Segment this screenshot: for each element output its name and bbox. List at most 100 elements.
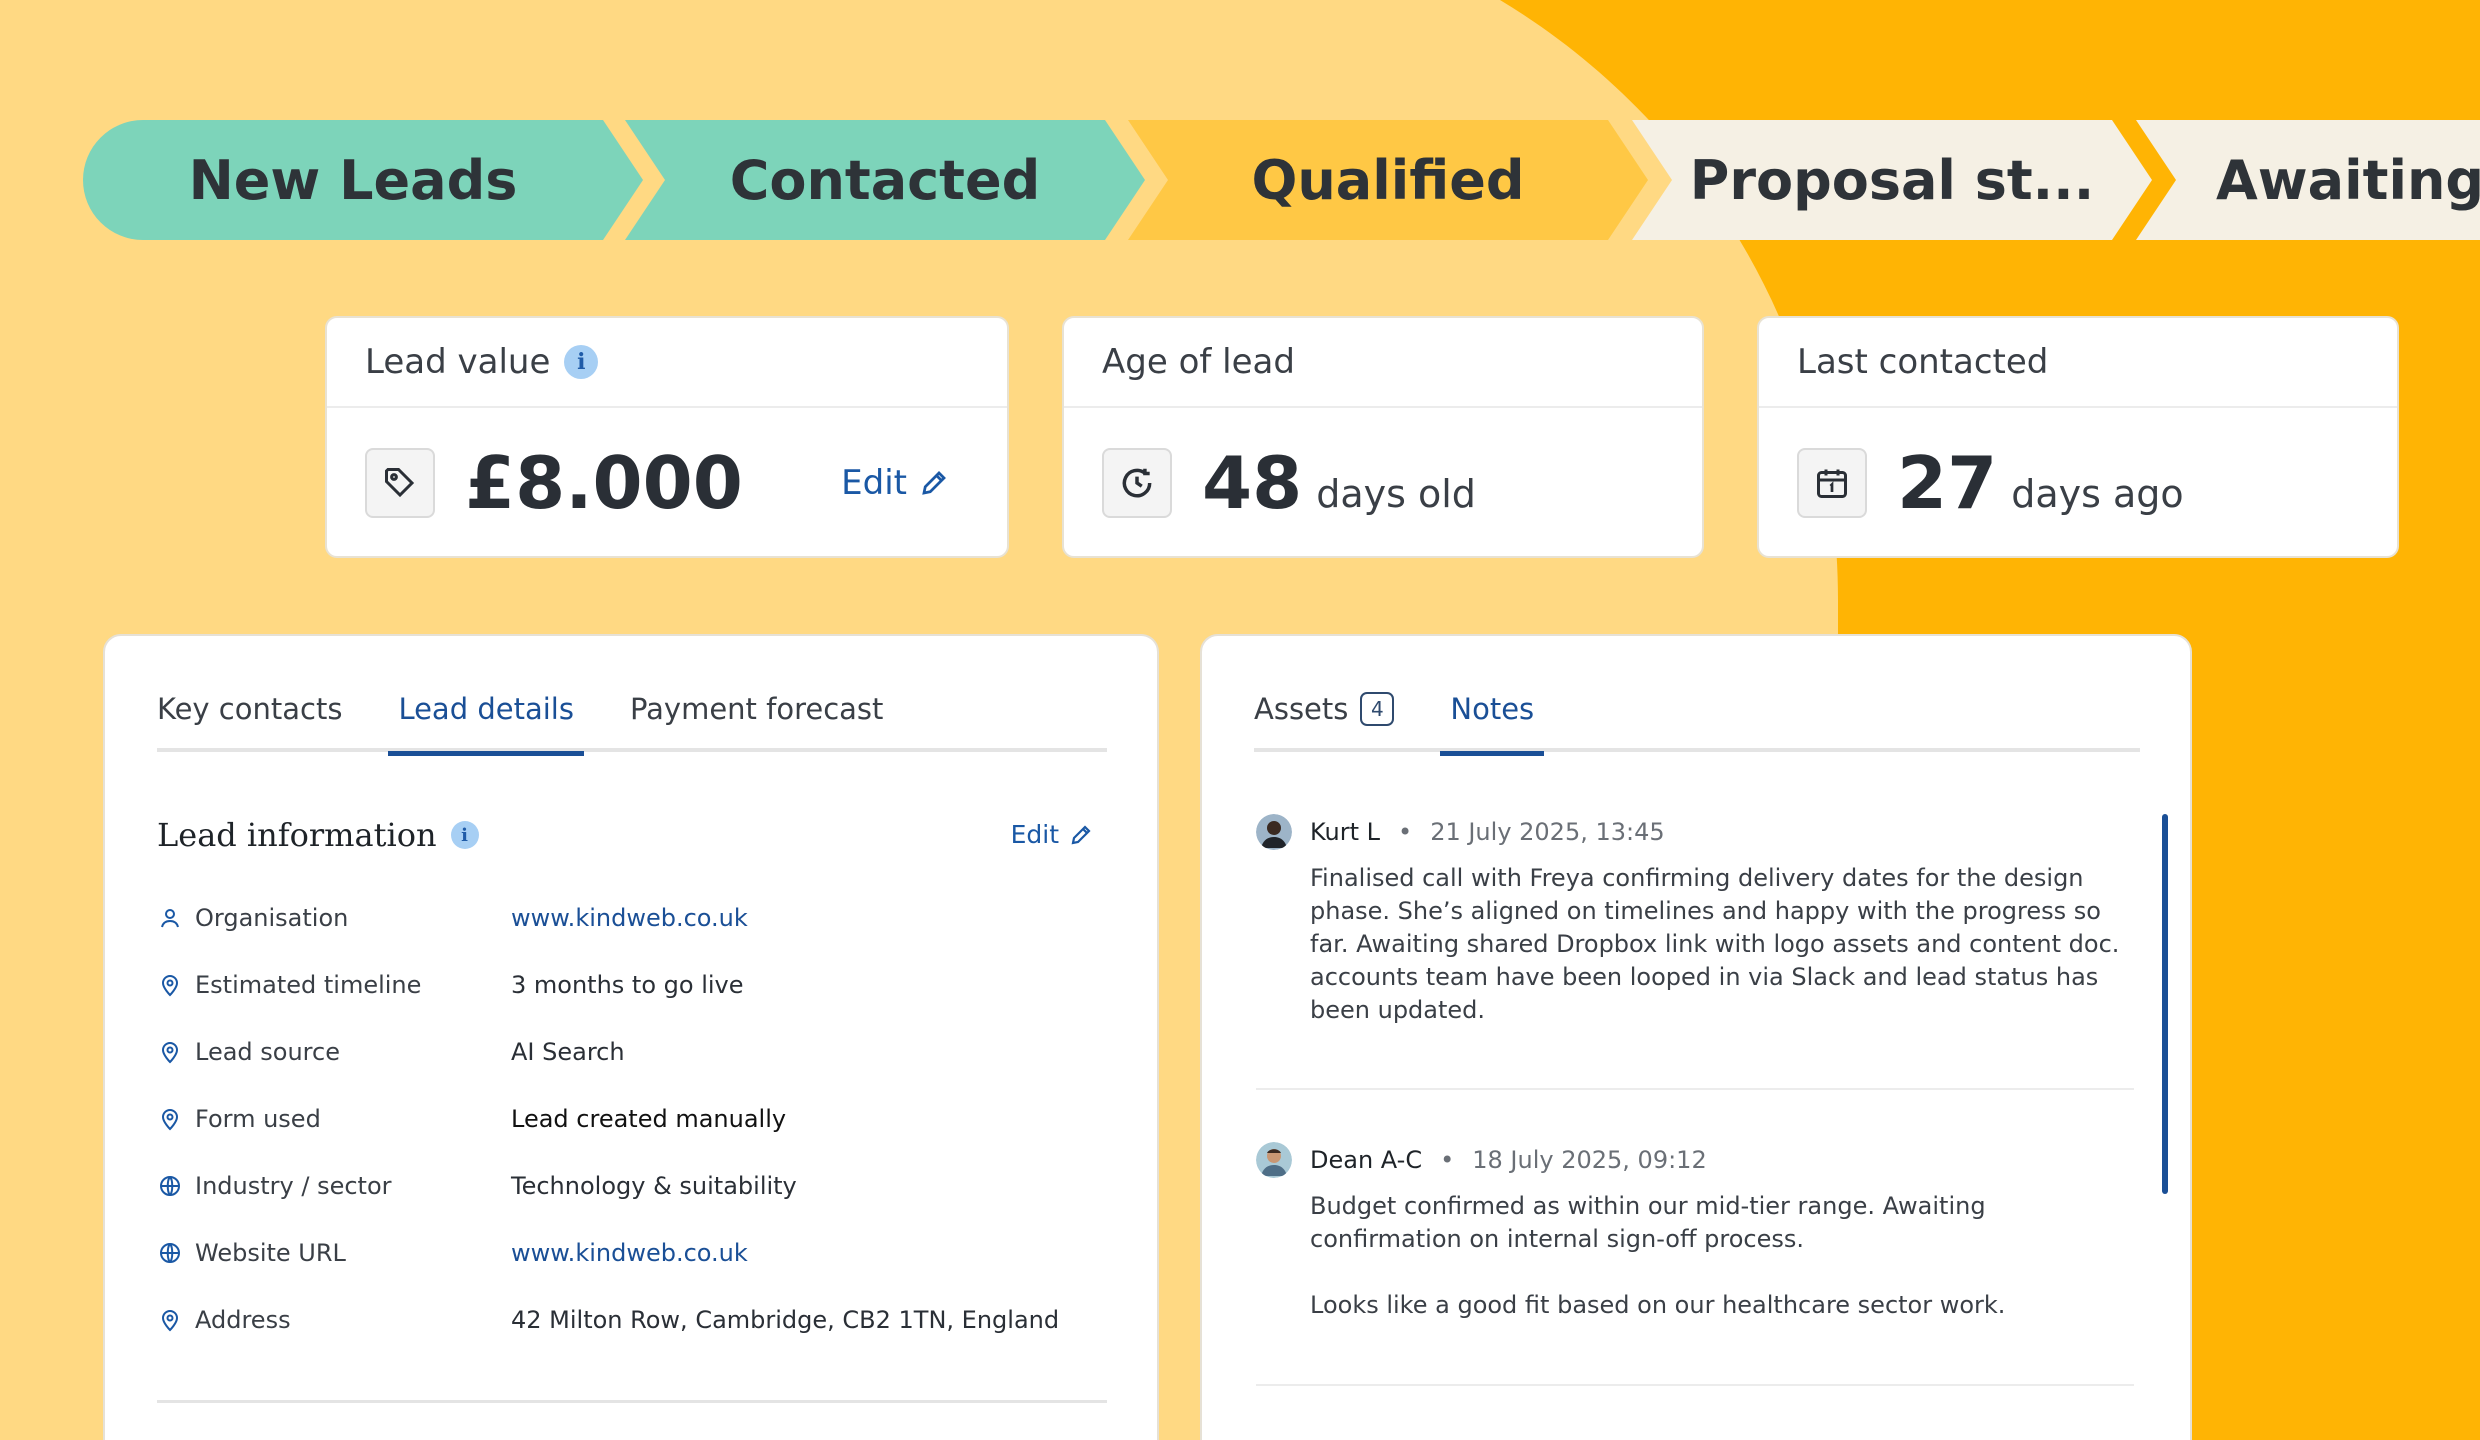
notes-scrollbar[interactable] [2162,814,2168,1194]
avatar [1256,1142,1292,1178]
calendar-icon [1797,448,1867,518]
stage-label: Awaiting c [2216,148,2480,212]
note-timestamp: 21 July 2025, 13:45 [1430,818,1665,846]
last-contacted-card: Last contacted 27 days ago [1757,316,2399,558]
note-divider [1256,1088,2134,1090]
tag-icon [365,448,435,518]
dot-separator: • [1440,1146,1455,1174]
clock-refresh-icon [1102,448,1172,518]
field-value-link[interactable]: www.kindweb.co.uk [511,1239,748,1267]
field-value: Technology & suitability [511,1172,797,1200]
field-form-used: Form used Lead created manually [157,1099,786,1139]
card-label: Last contacted [1797,342,2049,382]
info-icon[interactable]: i [450,821,479,849]
tab-lead-details[interactable]: Lead details [388,682,584,756]
field-label: Industry / sector [195,1172,392,1200]
note-item: Dean A-C • 18 July 2025, 09:12 Budget co… [1256,1140,2140,1322]
last-contacted-value: 27 [1897,441,1998,525]
field-industry: Industry / sector Technology & suitabili… [157,1166,797,1206]
pin-icon [157,1307,183,1333]
globe-icon [157,1240,183,1266]
note-text: Budget confirmed as within our mid-tier … [1310,1192,1986,1253]
note-item: Kurt L • 21 July 2025, 13:45 Finalised c… [1256,812,2140,1027]
section-title: Lead information i [157,816,479,854]
note-text: Finalised call with Freya confirming del… [1310,864,2120,1024]
stage-label: Proposal st... [1689,148,2095,212]
info-icon[interactable]: i [564,345,599,379]
stage-label: Qualified [1251,148,1525,212]
tab-label: Assets [1254,692,1349,726]
stage-qualified[interactable]: Qualified [1128,120,1648,240]
field-lead-source: Lead source AI Search [157,1032,625,1072]
age-value: 48 [1202,441,1303,525]
field-timeline: Estimated timeline 3 months to go live [157,965,744,1005]
notes-panel: Assets 4 Notes Kurt L • 21 July 2025, 13… [1200,634,2192,1440]
avatar [1256,814,1292,850]
pin-icon [157,1039,183,1065]
age-unit: days old [1316,472,1476,516]
dot-separator: • [1398,818,1413,846]
field-label: Website URL [195,1239,346,1267]
field-value: AI Search [511,1038,625,1066]
pin-icon [157,1106,183,1132]
tab-label: Notes [1450,692,1535,726]
person-icon [157,905,183,931]
stage-new-leads[interactable]: New Leads [83,120,643,240]
note-body: Budget confirmed as within our mid-tier … [1310,1190,2140,1322]
field-value-link[interactable]: www.kindweb.co.uk [511,904,748,932]
pin-icon [157,972,183,998]
field-address: Address 42 Milton Row, Cambridge, CB2 1T… [157,1300,1059,1340]
note-text: Looks like a good fit based on our healt… [1310,1291,2006,1319]
card-header: Age of lead [1064,318,1702,408]
field-value: Lead created manually [511,1105,787,1133]
field-organisation: Organisation www.kindweb.co.uk [157,898,748,938]
stage-label: New Leads [188,148,518,212]
stage-label: Contacted [729,148,1041,212]
lead-details-panel: Key contacts Lead details Payment foreca… [103,634,1159,1440]
section-divider [157,1400,1107,1403]
lead-value-amount: £8.000 [465,441,743,525]
field-label: Form used [195,1105,321,1133]
tab-assets[interactable]: Assets 4 [1254,682,1404,752]
tab-label: Lead details [398,692,574,726]
edit-label: Edit [841,463,907,503]
tab-label: Key contacts [157,692,343,726]
card-header: Last contacted [1759,318,2397,408]
lead-value-card: Lead value i £8.000 Edit [325,316,1009,558]
note-timestamp: 18 July 2025, 09:12 [1472,1146,1707,1174]
notes-tabs: Assets 4 Notes [1254,682,2140,756]
field-label: Lead source [195,1038,340,1066]
note-author: Kurt L [1310,818,1381,846]
age-of-lead-card: Age of lead 48 days old [1062,316,1704,558]
pencil-icon [1071,824,1091,844]
section-title-text: Lead information [157,816,437,854]
pipeline-stages: New Leads Contacted Qualified Proposal s… [0,120,2480,242]
last-contacted-unit: days ago [2011,472,2184,516]
tab-notes[interactable]: Notes [1440,682,1544,756]
edit-lead-value-button[interactable]: Edit [841,463,949,503]
note-body: Finalised call with Freya confirming del… [1310,862,2140,1027]
card-header: Lead value i [327,318,1007,408]
field-label: Address [195,1306,291,1334]
stage-awaiting[interactable]: Awaiting c [2136,120,2480,240]
note-divider [1256,1384,2134,1386]
stage-proposal[interactable]: Proposal st... [1632,120,2152,240]
note-author: Dean A-C [1310,1146,1423,1174]
tab-label: Payment forecast [629,692,884,726]
globe-icon [157,1173,183,1199]
field-label: Estimated timeline [195,971,422,999]
edit-lead-info-button[interactable]: Edit [1011,820,1093,849]
assets-count-badge: 4 [1360,692,1395,726]
tab-key-contacts[interactable]: Key contacts [157,682,352,752]
tab-payment-forecast[interactable]: Payment forecast [630,682,893,752]
field-value: 3 months to go live [511,971,744,999]
field-label: Organisation [195,904,349,932]
lead-tabs: Key contacts Lead details Payment foreca… [157,682,1107,756]
pencil-icon [922,471,946,495]
stage-contacted[interactable]: Contacted [625,120,1145,240]
card-label: Lead value [365,342,551,382]
card-label: Age of lead [1102,342,1295,382]
field-value: 42 Milton Row, Cambridge, CB2 1TN, Engla… [511,1306,1060,1334]
field-website: Website URL www.kindweb.co.uk [157,1233,748,1273]
edit-label: Edit [1010,820,1059,849]
